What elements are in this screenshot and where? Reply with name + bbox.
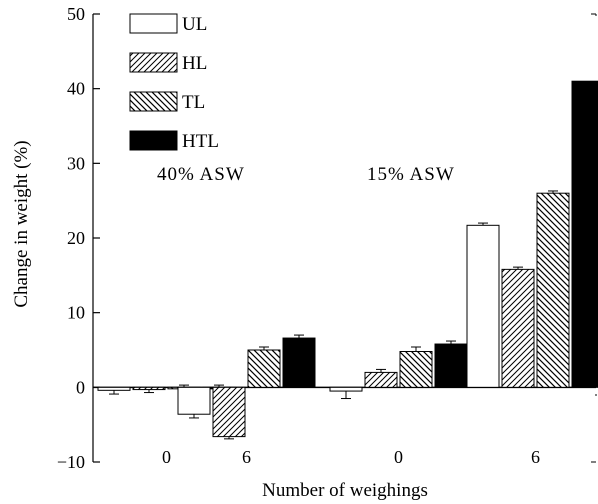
- x-tick-label: 6: [242, 447, 251, 467]
- legend-label-ul: UL: [182, 14, 207, 35]
- y-axis-label: Change in weight (%): [11, 140, 32, 307]
- legend-swatch-tl: [129, 91, 178, 112]
- bar-hl-0: [132, 386, 166, 391]
- bar-htl-2: [434, 343, 468, 388]
- bar-hl-3: [501, 268, 535, 388]
- x-tick-label: 0: [394, 447, 403, 467]
- legend-swatch-ul: [129, 13, 178, 34]
- y-axis-ticks: −10 0 10 20 30 40 50: [57, 4, 596, 472]
- legend: UL HL TL HTL: [129, 13, 219, 152]
- legend-label-hl: HL: [182, 53, 207, 74]
- bar-tl-2: [399, 350, 433, 388]
- legend-label-htl: HTL: [182, 131, 219, 152]
- x-tick-label: 0: [162, 447, 171, 467]
- bar-tl-1: [247, 349, 281, 388]
- annotation-15-asw: 15% ASW: [367, 164, 455, 185]
- y-tick-label: 0: [76, 377, 85, 397]
- bar-ul-0: [97, 386, 131, 391]
- legend-swatch-htl: [129, 130, 178, 151]
- legend-label-tl: TL: [182, 92, 205, 113]
- bar-htl-1: [282, 337, 316, 388]
- y-tick-label: 10: [67, 303, 85, 323]
- y-tick-label: 50: [67, 4, 85, 24]
- bar-hl-2: [364, 371, 398, 388]
- annotation-40-asw: 40% ASW: [157, 164, 245, 185]
- bars: [97, 80, 598, 440]
- legend-item-hl: HL: [129, 52, 207, 74]
- legend-item-tl: TL: [129, 91, 205, 113]
- plot-frame: [92, 14, 597, 462]
- bar-ul-1: [177, 386, 211, 415]
- x-axis-label: Number of weighings: [262, 480, 428, 501]
- bar-ul-3: [466, 224, 500, 388]
- legend-item-ul: UL: [129, 13, 207, 35]
- bar-htl-3: [571, 80, 598, 388]
- bar-hl-1: [212, 386, 246, 438]
- bar-tl-3: [536, 192, 570, 388]
- legend-swatch-hl: [129, 52, 178, 73]
- bar-ul-2: [329, 386, 363, 392]
- y-tick-label: −10: [57, 452, 85, 472]
- y-tick-label: 20: [67, 228, 85, 248]
- x-tick-label: 6: [531, 447, 540, 467]
- x-axis-ticks: 0 6 0 6: [162, 447, 540, 467]
- legend-item-htl: HTL: [129, 130, 219, 152]
- y-tick-label: 40: [67, 79, 85, 99]
- y-tick-label: 30: [67, 153, 85, 173]
